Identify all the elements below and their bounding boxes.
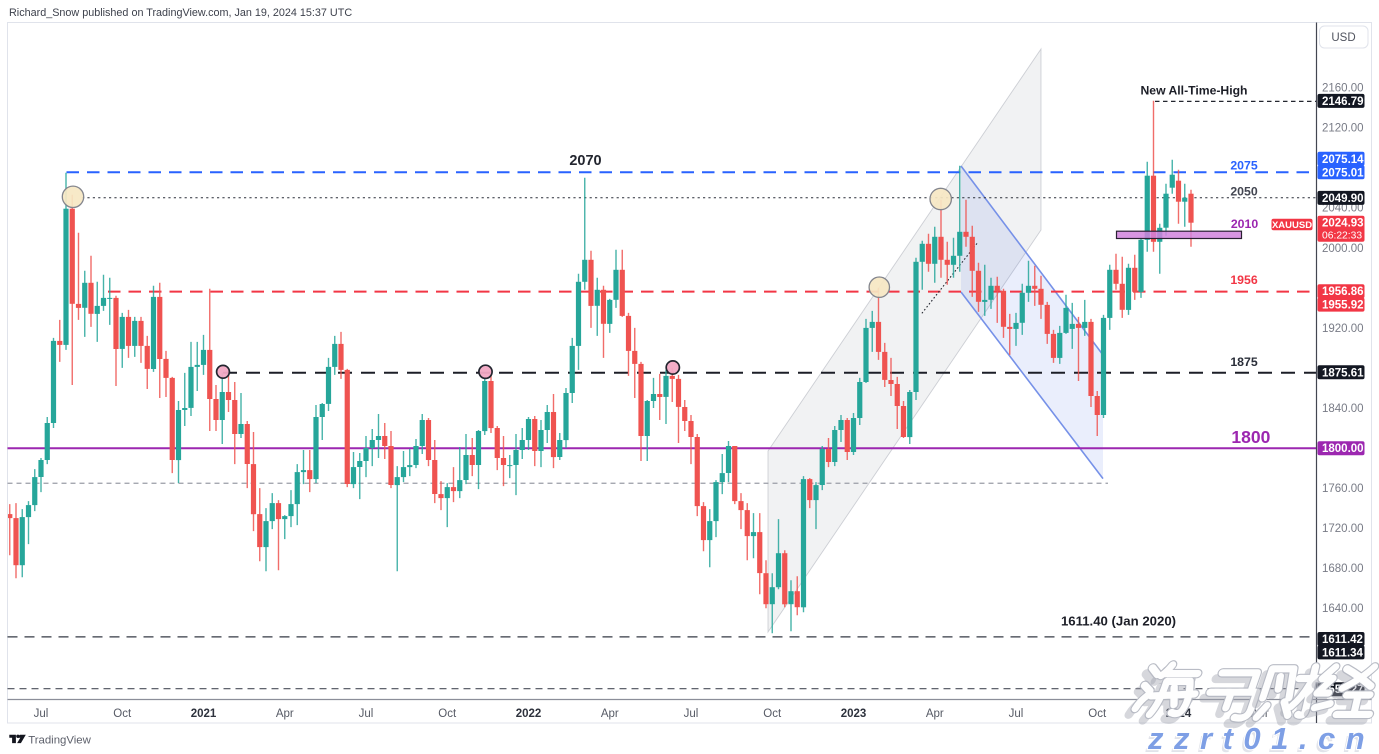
svg-text:2050: 2050	[1230, 185, 1258, 199]
svg-text:1611.34: 1611.34	[1322, 647, 1364, 659]
svg-text:Apr: Apr	[276, 708, 294, 720]
svg-text:1840.00: 1840.00	[1322, 403, 1364, 415]
svg-text:1875.61: 1875.61	[1322, 367, 1364, 379]
svg-text:2022: 2022	[516, 708, 542, 720]
svg-text:1611.40 (Jan 2020): 1611.40 (Jan 2020)	[1061, 614, 1176, 629]
svg-text:Richard_Snow published on Trad: Richard_Snow published on TradingView.co…	[9, 7, 352, 19]
svg-text:XAUUSD: XAUUSD	[1272, 220, 1312, 231]
svg-text:06:22:33: 06:22:33	[1322, 230, 1362, 241]
svg-text:2049.90: 2049.90	[1322, 193, 1364, 205]
svg-text:2075.01: 2075.01	[1322, 167, 1364, 179]
svg-text:2000.00: 2000.00	[1322, 243, 1364, 255]
svg-text:zzrt01.cn: zzrt01.cn	[1147, 721, 1375, 754]
svg-text:1956.86: 1956.86	[1322, 286, 1364, 298]
svg-text:2024.93: 2024.93	[1322, 217, 1364, 229]
svg-text:1920.00: 1920.00	[1322, 323, 1364, 335]
svg-text:2023: 2023	[841, 708, 867, 720]
svg-text:2040.00: 2040.00	[1322, 203, 1364, 215]
svg-text:USD: USD	[1331, 32, 1355, 44]
svg-text:New All-Time-High: New All-Time-High	[1141, 84, 1248, 98]
svg-text:zzrt01.cn: zzrt01.cn	[1145, 724, 1373, 754]
svg-text:Apr: Apr	[926, 708, 944, 720]
svg-text:2021: 2021	[191, 708, 217, 720]
svg-text:2160.00: 2160.00	[1322, 83, 1364, 95]
svg-text:Apr: Apr	[601, 708, 619, 720]
svg-text:1760.00: 1760.00	[1322, 483, 1364, 495]
svg-text:Jul: Jul	[34, 708, 49, 720]
svg-text:Oct: Oct	[763, 708, 782, 720]
svg-text:1800: 1800	[1231, 427, 1270, 447]
svg-text:TradingView: TradingView	[28, 735, 91, 747]
svg-text:1875: 1875	[1230, 355, 1258, 369]
svg-text:Oct: Oct	[1088, 708, 1107, 720]
svg-text:1956: 1956	[1230, 273, 1258, 287]
svg-text:Oct: Oct	[113, 708, 132, 720]
svg-text:1720.00: 1720.00	[1322, 523, 1364, 535]
svg-text:Oct: Oct	[438, 708, 457, 720]
svg-text:2120.00: 2120.00	[1322, 123, 1364, 135]
svg-text:Jul: Jul	[684, 708, 699, 720]
svg-text:1640.00: 1640.00	[1322, 603, 1364, 615]
svg-text:1800.00: 1800.00	[1322, 443, 1364, 455]
svg-text:1680.00: 1680.00	[1322, 563, 1364, 575]
svg-text:2075: 2075	[1230, 159, 1258, 173]
svg-text:Jul: Jul	[1009, 708, 1024, 720]
svg-text:2075.14: 2075.14	[1322, 154, 1364, 166]
svg-text:1955.92: 1955.92	[1322, 300, 1364, 312]
svg-text:2070: 2070	[569, 153, 601, 169]
svg-text:1611.42: 1611.42	[1322, 634, 1363, 646]
svg-text:2146.79: 2146.79	[1322, 96, 1364, 108]
svg-text:Jul: Jul	[359, 708, 374, 720]
svg-text:2010: 2010	[1231, 217, 1259, 231]
